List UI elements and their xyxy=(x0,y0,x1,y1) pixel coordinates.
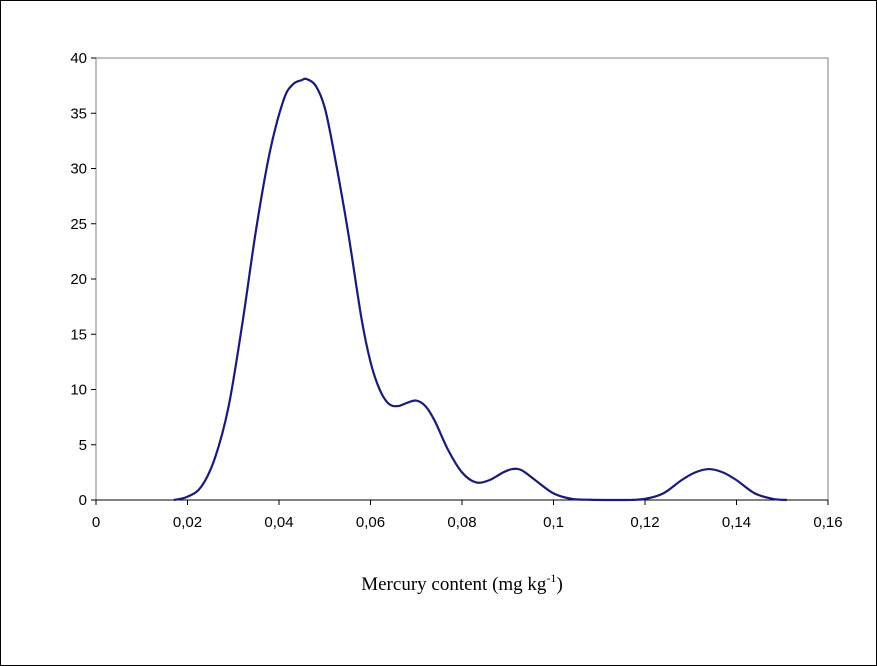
series-line xyxy=(173,77,787,502)
x-axis-title-main: Mercury content (mg kg xyxy=(361,574,547,595)
y-tick-label: 15 xyxy=(70,326,87,343)
y-tick-label: 0 xyxy=(79,492,87,509)
x-tick-label: 0,1 xyxy=(543,514,564,531)
x-axis: 0 0,02 0,04 0,06 0,08 0,1 0,12 0,14 0,16 xyxy=(92,499,843,531)
y-tick-label: 5 xyxy=(79,437,87,454)
y-axis: 0 5 10 15 20 25 30 35 40 xyxy=(70,50,96,509)
x-tick-label: 0,06 xyxy=(356,514,385,531)
y-tick-label: 30 xyxy=(70,161,87,178)
x-tick-label: 0,16 xyxy=(813,514,842,531)
x-tick-label: 0,08 xyxy=(447,514,476,531)
x-axis-title: Mercury content (mg kg-1) xyxy=(361,571,563,595)
y-tick-label: 35 xyxy=(70,105,87,122)
y-tick-label: 25 xyxy=(70,216,87,233)
y-tick-label: 40 xyxy=(70,50,87,67)
x-tick-label: 0 xyxy=(92,514,100,531)
x-tick-label: 0,04 xyxy=(264,514,293,531)
y-tick-label: 10 xyxy=(70,382,87,399)
y-tick-label: 20 xyxy=(70,271,87,288)
x-axis-title-suffix: ) xyxy=(556,574,562,595)
x-axis-title-superscript: -1 xyxy=(546,571,556,585)
x-tick-label: 0,14 xyxy=(722,514,751,531)
x-tick-label: 0,12 xyxy=(630,514,659,531)
x-tick-label: 0,02 xyxy=(173,514,202,531)
series-layer xyxy=(173,77,787,502)
